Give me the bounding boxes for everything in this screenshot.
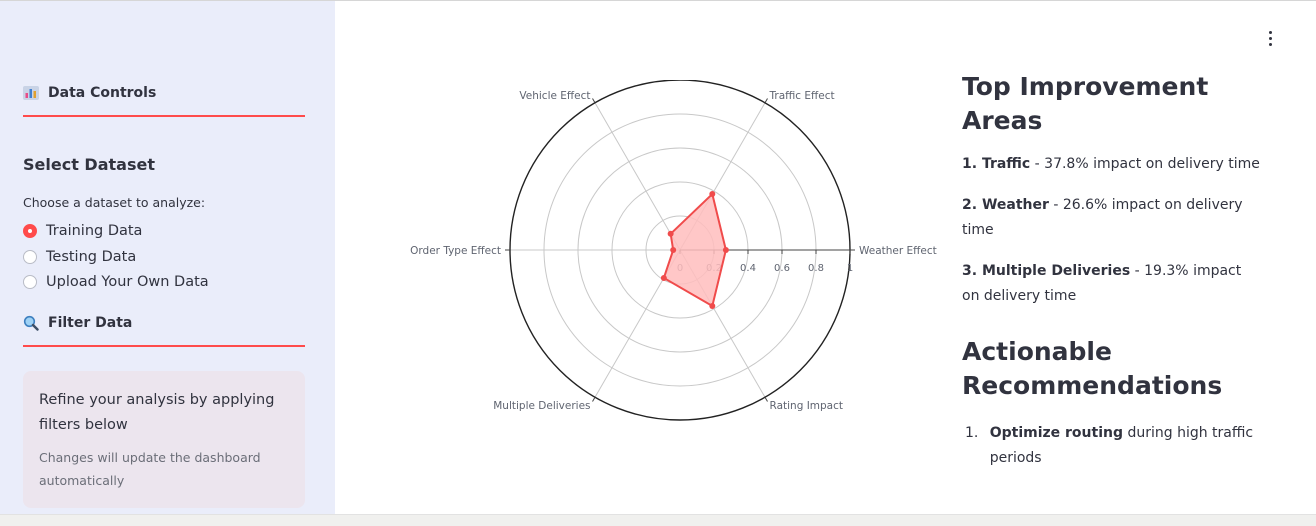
filter-info-subtext: Changes will update the dashboard automa… <box>39 450 261 488</box>
radio-button-selected[interactable] <box>23 224 37 238</box>
radio-label: Upload Your Own Data <box>46 274 209 290</box>
filter-info-box: Refine your analysis by applying filters… <box>23 371 305 508</box>
category-label: Traffic Effect <box>769 90 835 102</box>
category-tick-mark <box>764 98 768 104</box>
filter-data-divider <box>23 345 305 347</box>
dataset-radio-caption: Choose a dataset to analyze: <box>23 195 206 210</box>
data-controls-header: Data Controls <box>23 85 156 101</box>
data-controls-title: Data Controls <box>48 85 157 101</box>
category-label: Rating Impact <box>770 400 844 412</box>
radar-data-point <box>709 191 716 198</box>
category-tick-mark <box>592 396 596 402</box>
category-tick-mark <box>764 396 768 402</box>
radial-tick-label: 0.4 <box>740 263 756 274</box>
select-dataset-title: Select Dataset <box>23 155 155 174</box>
category-label: Vehicle Effect <box>519 90 590 102</box>
radar-data-point <box>709 302 716 309</box>
radial-tick-label: 1 <box>847 263 853 274</box>
radar-data-point <box>670 247 677 253</box>
category-label: Weather Effect <box>859 245 937 257</box>
improvement-item-1: 1. Traffic - 37.8% impact on delivery ti… <box>962 156 1260 172</box>
radio-training-data[interactable]: Training Data <box>23 223 142 239</box>
improvement-item-2: 2. Weather - 26.6% impact on delivery ti… <box>962 197 1243 238</box>
bottom-strip <box>0 514 1316 526</box>
radar-data-point <box>660 274 667 281</box>
category-tick-mark <box>592 98 596 104</box>
radar-data-point <box>667 230 674 237</box>
radio-upload-data[interactable]: Upload Your Own Data <box>23 274 209 290</box>
radio-label: Training Data <box>46 223 143 239</box>
kebab-menu-icon[interactable] <box>1262 28 1278 48</box>
radio-label: Testing Data <box>46 249 137 265</box>
radio-button[interactable] <box>23 250 37 264</box>
bar-chart-icon <box>23 85 39 101</box>
top-improvement-title: Top Improvement Areas <box>962 72 1209 135</box>
filter-data-header: Filter Data <box>23 315 132 331</box>
radar-data-point <box>722 247 729 253</box>
radio-testing-data[interactable]: Testing Data <box>23 249 136 265</box>
improvement-item-3: 3. Multiple Deliveries - 19.3% impact on… <box>962 263 1242 304</box>
radar-spoke <box>594 102 681 251</box>
recommendation-rest: during high traffic periods <box>989 425 1254 466</box>
radio-button[interactable] <box>23 275 37 289</box>
recommendation-number: 1. <box>965 425 979 441</box>
recommendation-bold: Optimize routing <box>989 425 1123 441</box>
category-label: Order Type Effect <box>410 245 501 257</box>
data-controls-divider <box>23 115 305 117</box>
recommendation-item-1: 1. Optimize routing during high traffic … <box>962 421 1262 471</box>
app-frame <box>0 0 1316 1</box>
magnifier-icon <box>23 315 39 331</box>
filter-data-title: Filter Data <box>48 315 133 331</box>
radial-tick-label: 0.6 <box>774 263 790 274</box>
recommendations-title: Actionable Recommendations <box>962 337 1223 400</box>
radial-tick-label: 0.8 <box>808 263 824 274</box>
insights-column: Top Improvement Areas 1. Traffic - 37.8%… <box>962 70 1262 471</box>
category-label: Multiple Deliveries <box>493 400 590 412</box>
filter-info-text: Refine your analysis by applying filters… <box>39 392 275 433</box>
sidebar: Data Controls Select Dataset Choose a da… <box>0 1 335 514</box>
